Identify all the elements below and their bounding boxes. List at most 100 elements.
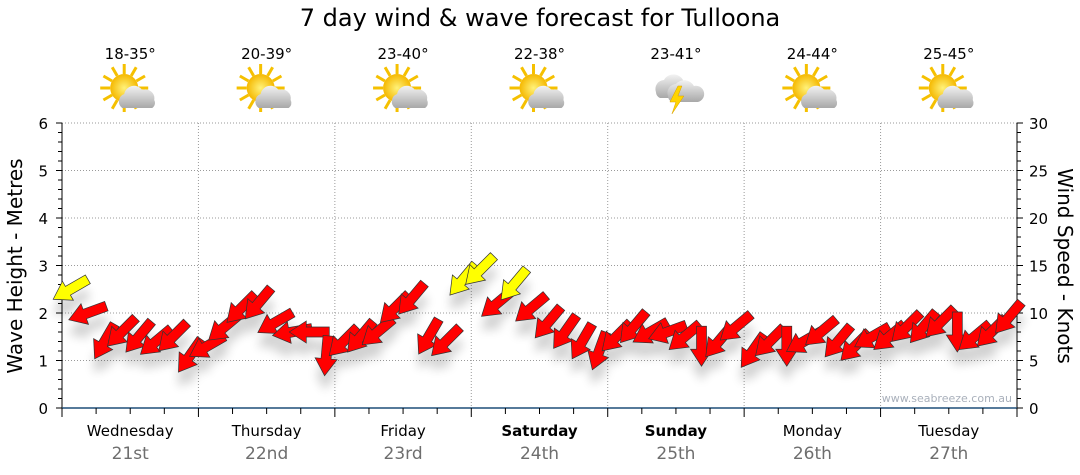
wind-arrow: [431, 323, 464, 357]
partly-cloudy-icon: [100, 64, 155, 112]
sun-ray: [239, 74, 250, 83]
day-label: Thursday: [231, 422, 302, 440]
sun-ray: [102, 74, 113, 83]
partly-cloudy-icon: [782, 64, 838, 112]
sun-ray: [520, 99, 528, 110]
wind-arrow: [226, 290, 260, 323]
sun-ray: [954, 74, 965, 83]
y-tick-label-right: 0: [1029, 400, 1039, 418]
y-tick-label-right: 15: [1029, 258, 1048, 276]
wind-arrow: [891, 309, 925, 342]
temperature-range: 20-39°: [241, 45, 292, 63]
sun-ray: [511, 74, 523, 83]
sun-ray: [793, 99, 801, 110]
date-label: 22nd: [245, 444, 288, 464]
cloud-shape: [391, 85, 428, 108]
y-tick-label-right: 30: [1029, 115, 1048, 133]
day-label: Friday: [380, 422, 426, 440]
sun-ray: [929, 66, 938, 77]
wind-arrow: [125, 317, 156, 353]
partly-cloudy-icon: [918, 64, 974, 112]
wind-arrow: [288, 320, 330, 344]
day-label: Tuesday: [917, 422, 979, 440]
sun-ray: [948, 66, 957, 77]
temperature-range: 18-35°: [105, 45, 156, 63]
sun-ray: [102, 93, 113, 102]
date-label: 21st: [112, 444, 149, 464]
y-tick-label-left: 4: [38, 210, 48, 228]
wind-arrow: [328, 323, 362, 357]
cloud-shape: [118, 85, 155, 108]
wind-arrow: [257, 307, 296, 334]
sun-ray: [921, 74, 932, 83]
date-label: 27th: [929, 444, 968, 464]
date-label: 26th: [793, 444, 832, 464]
wind-arrow: [398, 279, 429, 315]
wind-arrow: [648, 320, 689, 344]
wind-arrow: [107, 313, 140, 347]
y-axis-title-right: Wind Speed - Knots: [1053, 168, 1077, 364]
wind-arrow: [417, 316, 444, 355]
cloud-shape: [801, 85, 838, 108]
partly-cloudy-icon: [236, 64, 292, 112]
wind-arrow: [909, 308, 941, 344]
y-tick-label-right: 20: [1029, 210, 1048, 228]
wind-arrow: [719, 310, 755, 341]
sun-ray: [784, 74, 795, 83]
sun-ray: [408, 74, 419, 83]
day-label: Monday: [783, 422, 842, 440]
lightning-bolt: [669, 85, 685, 115]
y-tick-label-left: 5: [38, 163, 48, 181]
sun-ray: [383, 99, 392, 110]
sun-ray: [817, 74, 828, 83]
wind-arrow: [805, 314, 840, 346]
sun-ray: [784, 93, 795, 102]
cloud-shape: [937, 85, 974, 108]
day-label: Wednesday: [87, 422, 174, 440]
sun-ray: [266, 66, 274, 77]
wind-arrow: [158, 318, 192, 352]
wind-arrow: [755, 323, 788, 357]
y-tick-label-left: 0: [38, 400, 48, 418]
sun-ray: [272, 74, 283, 83]
y-tick-label-right: 25: [1029, 163, 1048, 181]
day-label: Sunday: [645, 422, 708, 440]
wind-arrow: [244, 284, 276, 320]
temperature-range: 22-38°: [514, 45, 565, 63]
y-tick-label-left: 1: [38, 353, 48, 371]
watermark: www.seabreeze.com.au: [882, 392, 1012, 405]
wind-arrow: [139, 324, 175, 355]
sun-ray: [129, 66, 138, 77]
partly-cloudy-icon: [509, 64, 565, 112]
temperature-range: 23-40°: [378, 45, 429, 63]
partly-cloudy-icon: [373, 64, 428, 112]
temperature-range: 25-45°: [923, 45, 974, 63]
y-axis-title-left: Wave Height - Metres: [3, 158, 27, 373]
wind-arrow: [925, 304, 959, 338]
sun-ray: [375, 74, 386, 83]
wind-arrow: [465, 252, 498, 285]
wind-arrow: [668, 319, 704, 351]
sun-ray: [239, 93, 250, 102]
wind-arrow: [68, 301, 109, 325]
chart-title: 7 day wind & wave forecast for Tulloona: [299, 4, 781, 32]
day-label: Saturday: [501, 422, 578, 440]
wind-arrow: [534, 303, 566, 339]
y-tick-label-right: 5: [1029, 353, 1039, 371]
sun-ray: [793, 66, 801, 77]
sun-ray: [812, 66, 820, 77]
sun-ray: [247, 99, 255, 110]
sun-ray: [110, 66, 119, 77]
wind-arrow: [52, 274, 91, 301]
y-tick-label-right: 10: [1029, 305, 1048, 323]
sun-ray: [929, 99, 938, 110]
wind-arrow: [958, 319, 994, 351]
sun-ray: [520, 66, 528, 77]
wind-arrow: [824, 322, 856, 358]
wind-arrow: [854, 321, 893, 349]
temperature-range: 23-41°: [650, 45, 701, 63]
wind-arrow: [500, 265, 532, 301]
thunderstorm-icon: [655, 74, 705, 115]
cloud-shape: [255, 85, 292, 108]
